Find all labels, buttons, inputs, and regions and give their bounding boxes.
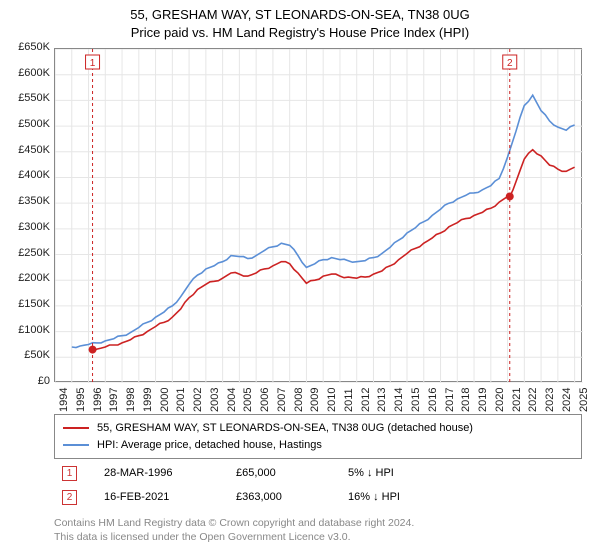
marker-vs-hpi: 16% ↓ HPI — [342, 486, 580, 508]
svg-text:2: 2 — [507, 58, 513, 69]
legend-swatch — [63, 444, 89, 446]
price-chart: 55, GRESHAM WAY, ST LEONARDS-ON-SEA, TN3… — [0, 0, 600, 560]
legend-label: 55, GRESHAM WAY, ST LEONARDS-ON-SEA, TN3… — [97, 420, 473, 437]
marker-price: £363,000 — [230, 486, 340, 508]
legend-item-price-paid: 55, GRESHAM WAY, ST LEONARDS-ON-SEA, TN3… — [63, 420, 573, 437]
x-tick-label: 2025 — [578, 388, 600, 412]
marker-price: £65,000 — [230, 462, 340, 484]
y-tick-label: £150K — [0, 298, 50, 310]
marker-date: 28-MAR-1996 — [98, 462, 228, 484]
y-tick-label: £250K — [0, 247, 50, 259]
y-tick-label: £500K — [0, 118, 50, 130]
marker-badge: 2 — [62, 490, 77, 505]
svg-text:1: 1 — [90, 58, 96, 69]
title-subtitle: Price paid vs. HM Land Registry's House … — [0, 24, 600, 42]
legend: 55, GRESHAM WAY, ST LEONARDS-ON-SEA, TN3… — [54, 414, 582, 459]
marker-badge: 1 — [62, 466, 77, 481]
legend-label: HPI: Average price, detached house, Hast… — [97, 437, 322, 454]
credits-line: This data is licensed under the Open Gov… — [54, 530, 582, 544]
legend-item-hpi: HPI: Average price, detached house, Hast… — [63, 437, 573, 454]
chart-title: 55, GRESHAM WAY, ST LEONARDS-ON-SEA, TN3… — [0, 0, 600, 41]
y-tick-label: £550K — [0, 92, 50, 104]
y-tick-label: £450K — [0, 144, 50, 156]
plot-svg: 12 — [55, 49, 583, 383]
title-address: 55, GRESHAM WAY, ST LEONARDS-ON-SEA, TN3… — [0, 6, 600, 24]
y-tick-label: £50K — [0, 349, 50, 361]
markers-table: 1 28-MAR-1996 £65,000 5% ↓ HPI 2 16-FEB-… — [54, 460, 582, 510]
marker-vs-hpi: 5% ↓ HPI — [342, 462, 580, 484]
y-tick-label: £350K — [0, 195, 50, 207]
y-tick-label: £0 — [0, 375, 50, 387]
credits: Contains HM Land Registry data © Crown c… — [54, 516, 582, 544]
y-tick-label: £600K — [0, 67, 50, 79]
y-tick-label: £100K — [0, 324, 50, 336]
y-tick-label: £400K — [0, 169, 50, 181]
y-tick-label: £650K — [0, 41, 50, 53]
marker-row: 1 28-MAR-1996 £65,000 5% ↓ HPI — [56, 462, 580, 484]
plot-area: 12 — [54, 48, 582, 382]
legend-swatch — [63, 427, 89, 429]
credits-line: Contains HM Land Registry data © Crown c… — [54, 516, 582, 530]
y-tick-label: £200K — [0, 272, 50, 284]
marker-row: 2 16-FEB-2021 £363,000 16% ↓ HPI — [56, 486, 580, 508]
marker-date: 16-FEB-2021 — [98, 486, 228, 508]
y-tick-label: £300K — [0, 221, 50, 233]
